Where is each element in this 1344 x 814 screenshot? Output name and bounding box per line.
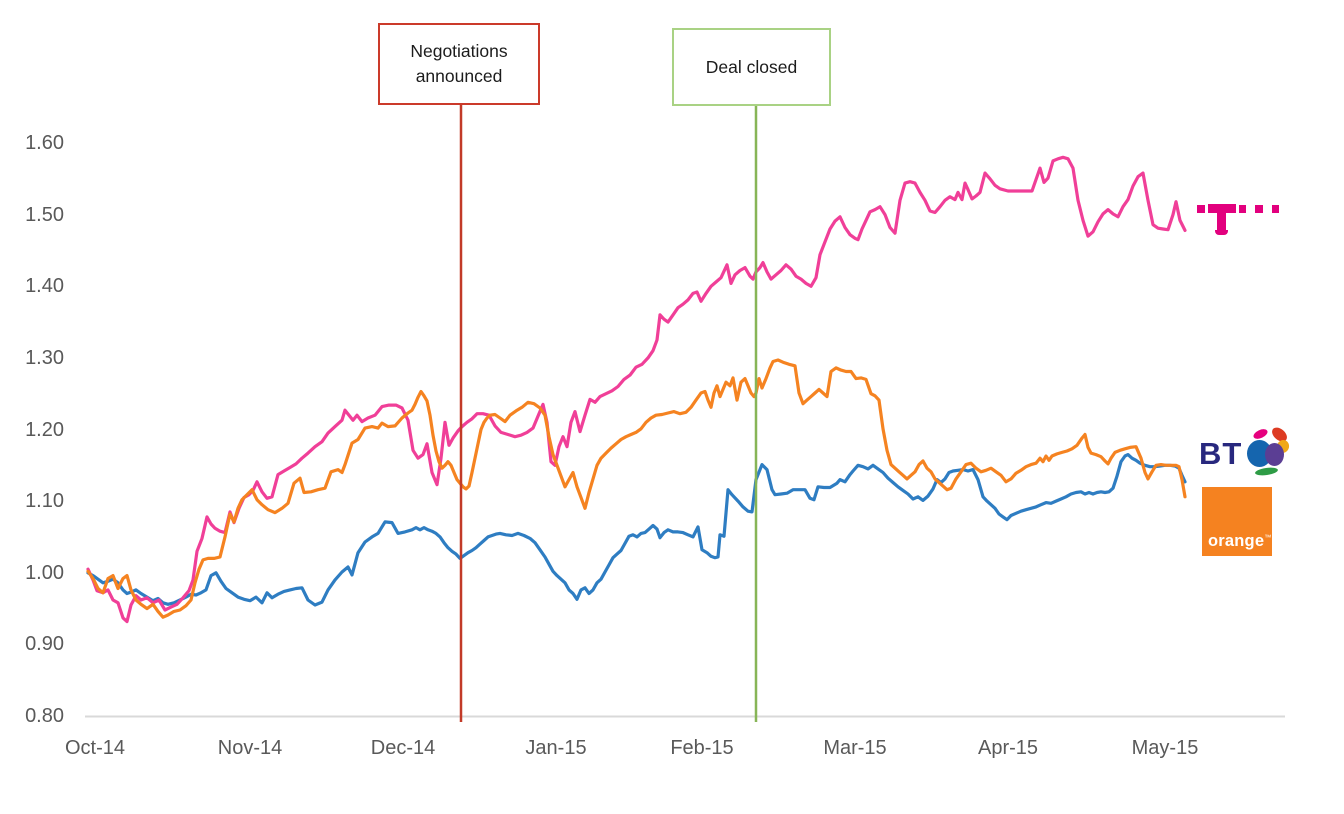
y-tick-label: 1.50: [25, 203, 64, 226]
trademark-symbol: ™: [1264, 534, 1272, 542]
telekom-digit-icon: [1238, 205, 1246, 213]
y-tick-label: 0.80: [25, 705, 64, 727]
series-line-telekom: [86, 155, 1187, 624]
x-tick-label: Feb-15: [670, 737, 734, 759]
x-tick-label: Nov-14: [217, 737, 283, 759]
x-tick-label: Oct-14: [64, 737, 126, 759]
y-tick-label: 1.40: [25, 275, 64, 298]
x-tick-label: Jan-15: [525, 737, 587, 759]
negotiations-annotation-line1: Negotiations: [410, 41, 508, 61]
orange-logo: orange™: [1202, 487, 1272, 556]
x-tick-label: Dec-14: [370, 737, 436, 759]
deal-closed-annotation-box: Deal closed: [672, 28, 831, 106]
telekom-t-icon: [1207, 204, 1237, 236]
x-tick-label: May-15: [1131, 737, 1199, 759]
telekom-digit-icon: [1255, 205, 1263, 213]
negotiations-announced-annotation-box: Negotiations announced: [378, 23, 540, 105]
negotiations-annotation-line2: announced: [415, 66, 503, 86]
y-tick-label: 1.60: [25, 132, 64, 154]
y-tick-label: 1.10: [25, 490, 64, 513]
deutsche-telekom-logo: [1197, 204, 1279, 236]
y-tick-label: 1.00: [25, 561, 64, 584]
series-line-bt: [86, 453, 1187, 607]
bt-logo-text: BT: [1199, 436, 1243, 471]
deal-annotation-line1: Deal closed: [705, 56, 798, 77]
series-line-orange: [86, 358, 1187, 619]
y-tick-label: 1.20: [25, 418, 64, 441]
x-tick-label: Apr-15: [977, 737, 1039, 759]
bt-globe-icon: [1244, 424, 1292, 478]
telekom-digit-icon: [1271, 205, 1279, 213]
orange-logo-text: orange™: [1208, 532, 1272, 550]
x-tick-label: Mar-15: [823, 737, 887, 759]
y-tick-label: 0.90: [25, 633, 64, 656]
y-tick-label: 1.30: [25, 346, 64, 369]
telekom-digit-icon: [1197, 205, 1205, 213]
bt-logo: BT: [1199, 424, 1292, 478]
